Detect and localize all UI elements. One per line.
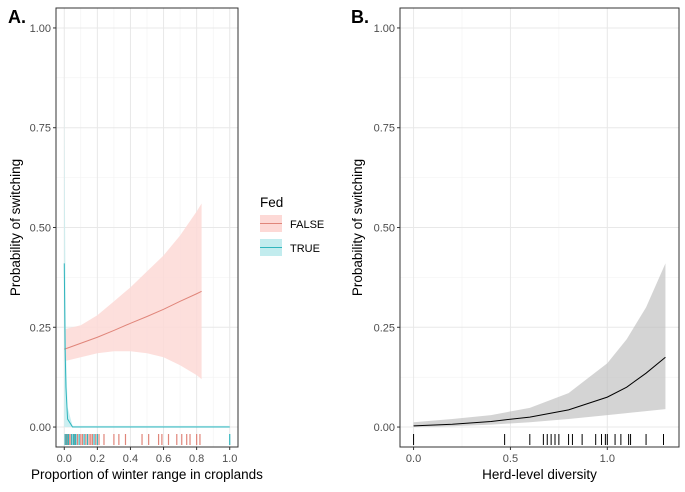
panel-label: A. [8, 7, 26, 27]
y-tick-label: 0.50 [30, 223, 51, 235]
y-axis-title: Probability of switching [350, 159, 365, 296]
fitted-line-false [64, 290, 202, 350]
y-tick-label: 0.00 [374, 422, 395, 434]
y-tick-label: 0.25 [374, 322, 395, 334]
y-tick-label: 0.75 [30, 123, 51, 135]
x-tick-label: 1.0 [222, 453, 237, 465]
y-tick-label: 0.50 [374, 223, 395, 235]
confidence-ribbon [413, 263, 666, 428]
x-tick-label: 0.0 [57, 453, 72, 465]
legend-title: Fed [260, 195, 283, 210]
panel-a: 0.00 0.25 0.50 0.75 1.00 0.0 0.2 0.4 0.6 0.8 1.0 Pr… [8, 7, 263, 482]
confidence-ribbon-false [64, 203, 202, 380]
y-axis-title: Probability of switching [8, 159, 23, 296]
x-axis-title: Herd-level diversity [482, 467, 597, 482]
x-tick-label: 0.8 [189, 453, 204, 465]
panel-b: 0.00 0.25 0.50 0.75 1.00 0.0 0.5 1.0Herd-level … [350, 7, 680, 482]
x-tick-label: 0.4 [123, 453, 138, 465]
panel-label: B. [351, 7, 369, 27]
fitted-line [413, 356, 666, 427]
x-tick-label: 1.0 [600, 453, 615, 465]
x-tick-label: 0.0 [406, 453, 421, 465]
x-tick-label: 0.5 [503, 453, 518, 465]
x-axis-title: Proportion of winter range in croplands [31, 467, 263, 482]
y-tick-label: 1.00 [30, 23, 51, 35]
fitted-line-true [63, 263, 230, 428]
y-tick-label: 0.25 [30, 322, 51, 334]
legend-label-false: FALSE [290, 219, 324, 231]
y-tick-label: 1.00 [374, 23, 395, 35]
legend: Fed FALSE TRUE [260, 195, 324, 256]
x-tick-label: 0.2 [90, 453, 105, 465]
y-tick-label: 0.75 [374, 123, 395, 135]
y-tick-label: 0.00 [30, 422, 51, 434]
x-tick-label: 0.6 [156, 453, 171, 465]
legend-label-true: TRUE [290, 243, 320, 255]
